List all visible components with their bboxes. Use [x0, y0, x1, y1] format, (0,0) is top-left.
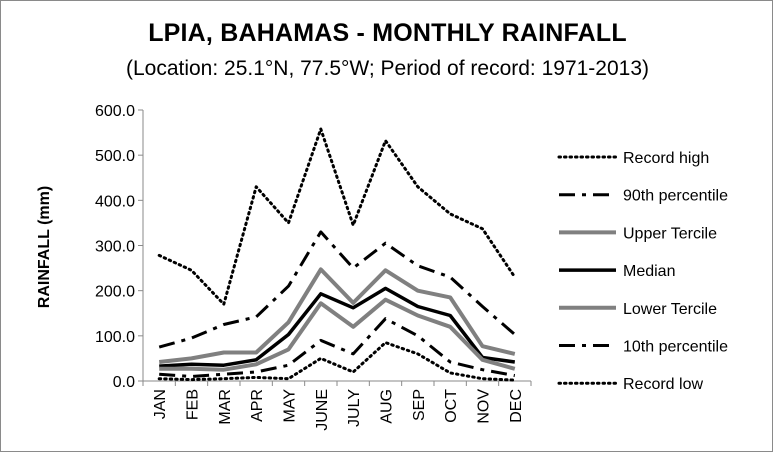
legend-label: Lower Tercile	[623, 301, 717, 318]
series-line-record-low	[157, 341, 517, 382]
legend: Record high 90th percentile Upper Tercile M…	[557, 150, 728, 393]
legend-label: 10th percentile	[623, 339, 728, 356]
x-tick-label: SEP	[411, 389, 428, 421]
x-tick-label: MAY	[282, 389, 299, 423]
series-line-90th-percentile	[158, 230, 516, 349]
y-tick-label: 400.0	[95, 193, 135, 210]
x-tick-label: APR	[249, 389, 266, 422]
y-tick-label: 200.0	[95, 284, 135, 301]
x-tick-label: AUG	[379, 389, 396, 424]
x-tick-label: JULY	[346, 389, 363, 427]
y-axis-label: RAINFALL (mm)	[36, 186, 53, 308]
y-axis: 0.0 100.0 200.0 300.0 400.0 500.0 600.0	[95, 103, 144, 391]
legend-label: 90th percentile	[623, 188, 728, 205]
legend-label: Record low	[623, 376, 703, 393]
series-line-record-high	[157, 127, 517, 306]
y-tick-label: 500.0	[95, 148, 135, 165]
x-axis: JAN FEB MAR APR MAY JUNE JULY AUG SEP OCT NOV DEC	[142, 380, 532, 431]
legend-label: Record high	[623, 150, 709, 167]
legend-label: Upper Tercile	[623, 225, 717, 242]
chart-subtitle: (Location: 25.1°N, 77.5°W; Period of rec…	[125, 57, 650, 80]
series-line-upper-tercile	[158, 267, 516, 364]
series-line-lower-tercile	[159, 297, 516, 372]
x-tick-label: FEB	[185, 389, 202, 420]
series-lines	[157, 127, 517, 382]
chart-title: LPIA, BAHAMAS - MONTHLY RAINFALL	[148, 19, 627, 47]
x-tick-label: NOV	[476, 389, 493, 424]
x-tick-label: DEC	[508, 389, 525, 423]
y-tick-label: 0.0	[113, 374, 135, 391]
x-tick-label: JUNE	[314, 389, 331, 431]
series-line-median	[159, 286, 516, 368]
y-tick-label: 300.0	[95, 239, 135, 256]
legend-label: Median	[623, 263, 675, 280]
series-line-10th-percentile	[159, 317, 516, 378]
y-tick-label: 100.0	[95, 329, 135, 346]
y-tick-label: 600.0	[95, 103, 135, 120]
x-tick-label: MAR	[217, 389, 234, 425]
x-tick-label: OCT	[443, 389, 460, 423]
x-tick-label: JAN	[152, 389, 169, 419]
